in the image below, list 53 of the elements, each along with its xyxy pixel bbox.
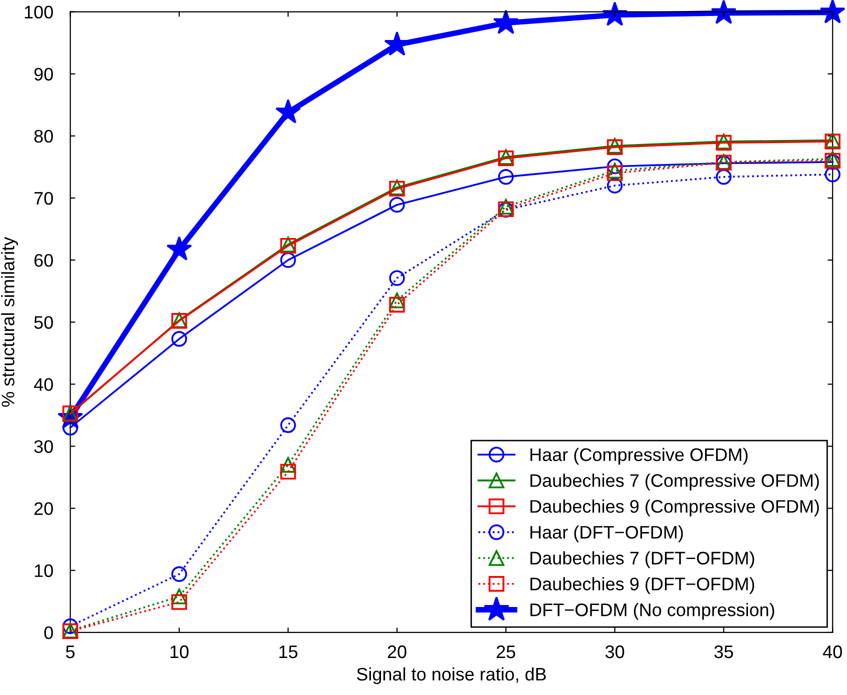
y-tick-label: 30: [34, 440, 53, 453]
y-tick-label: 80: [34, 130, 53, 143]
point: [389, 296, 405, 313]
y-tick-label: 70: [34, 192, 53, 205]
x-tick-label: 40: [822, 645, 842, 658]
y-axis-title: % structural similarity: [1, 236, 18, 407]
point: [606, 178, 623, 194]
point: [171, 331, 188, 347]
y-tick-label: 20: [34, 502, 53, 516]
point: [62, 618, 78, 634]
y-tick-label: 90: [34, 68, 53, 81]
x-tick-label: 5: [66, 646, 75, 658]
y-tick-label: 60: [34, 254, 53, 267]
legend-label: Daubechies 7 (Compressive OFDM): [530, 474, 819, 491]
point: [166, 236, 192, 261]
point: [275, 98, 301, 124]
y-tick-label: 40: [34, 378, 53, 391]
point: [493, 10, 519, 34]
x-tick-label: 15: [279, 646, 298, 658]
point: [498, 169, 514, 185]
point: [389, 196, 405, 213]
point: [280, 457, 296, 473]
y-tick-label: 100: [24, 6, 53, 19]
point: [389, 270, 405, 286]
point: [171, 594, 188, 610]
point: [280, 464, 296, 480]
point: [710, 0, 736, 24]
point: [606, 158, 623, 174]
point: [280, 252, 296, 268]
point: [389, 292, 405, 308]
x-tick-label: 10: [170, 645, 189, 658]
x-tick-label: 35: [714, 645, 733, 658]
point: [602, 2, 628, 26]
x-axis-title: Signal to noise ratio, dB: [356, 667, 546, 684]
point: [171, 588, 188, 604]
point: [62, 420, 78, 436]
legend-label: Daubechies 9 (DFT−OFDM): [530, 577, 754, 594]
x-tick-label: 25: [496, 645, 516, 658]
y-tick-label: 10: [34, 564, 53, 578]
y-tick-label: 50: [34, 316, 53, 329]
legend-label: Haar (DFT−OFDM): [530, 525, 683, 542]
legend-label: Haar (Compressive OFDM): [530, 448, 748, 465]
legend-label: Daubechies 7 (DFT−OFDM): [530, 551, 754, 568]
point: [820, 0, 846, 24]
y-tick-label: 0: [44, 626, 53, 640]
x-tick-label: 20: [388, 645, 406, 658]
point: [280, 417, 296, 434]
legend-label: Daubechies 9 (Compressive OFDM): [530, 500, 819, 516]
x-tick-label: 30: [605, 645, 624, 658]
point: [824, 166, 840, 182]
legend-label: DFT−OFDM (No compression): [530, 602, 774, 620]
point: [171, 566, 188, 582]
point: [716, 169, 732, 185]
